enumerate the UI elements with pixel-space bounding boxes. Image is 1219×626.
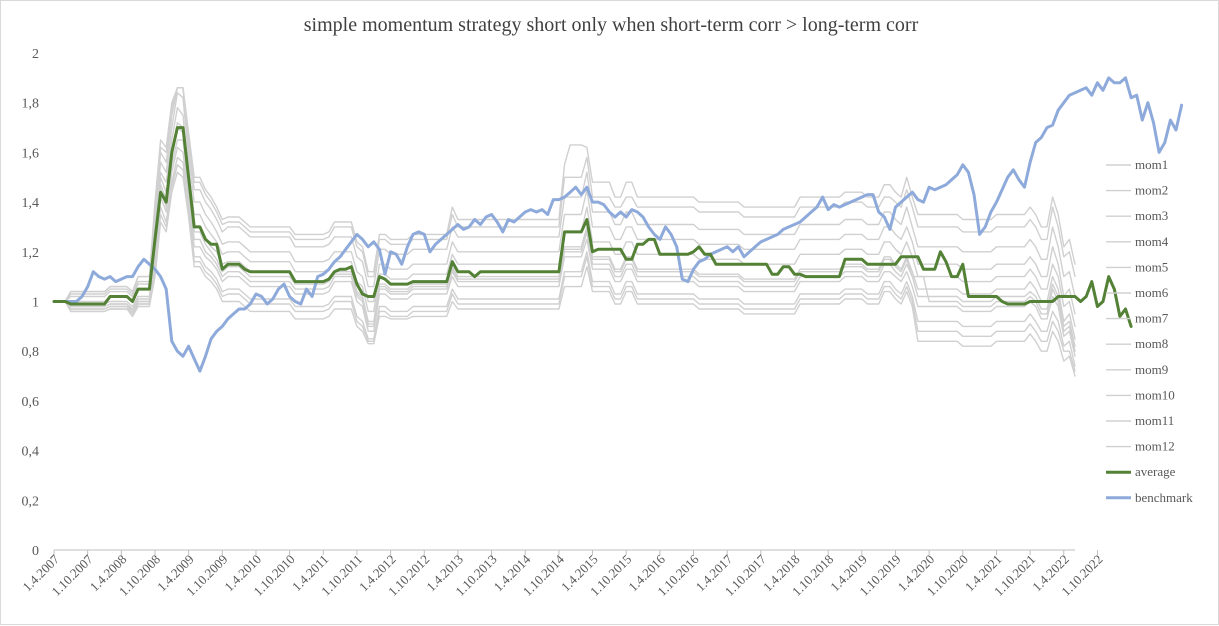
series-line-mom10 <box>53 156 1076 367</box>
y-tick-label: 0,4 <box>22 445 40 460</box>
legend-label-mom2: mom2 <box>1135 183 1168 198</box>
y-tick-label: 0,6 <box>22 395 40 410</box>
x-axis-labels: 1.4.20071.10.20071.4.20081.10.20081.4.20… <box>19 550 1106 599</box>
y-axis-labels: 0 0,2 0,4 0,6 0,8 1 1,2 1,4 1,6 1,8 2 <box>22 47 40 559</box>
series-line-mom12 <box>53 171 1076 377</box>
series-line-benchmark <box>52 76 1184 373</box>
legend-label-mom7: mom7 <box>1135 311 1169 326</box>
legend-label-benchmark: benchmark <box>1135 490 1193 505</box>
series-line-average <box>52 126 1133 328</box>
chart-title: simple momentum strategy short only when… <box>304 14 919 36</box>
legend-label-mom1: mom1 <box>1135 157 1168 172</box>
y-tick-label: 2 <box>32 47 39 62</box>
legend-label-mom9: mom9 <box>1135 362 1168 377</box>
legend-label-mom4: mom4 <box>1135 234 1169 249</box>
legend-label-mom10: mom10 <box>1135 387 1175 402</box>
y-tick-label: 0,8 <box>22 345 40 360</box>
legend-label-mom8: mom8 <box>1135 336 1168 351</box>
y-tick-label: 1,4 <box>22 196 40 211</box>
legend: mom1 mom2 mom3 mom4 mom5 mom6 mom7 mom8 mom9 mom1… <box>1106 157 1193 505</box>
y-tick-label: 0,2 <box>22 494 40 509</box>
series-line-mom3 <box>53 121 1076 340</box>
y-tick-label: 1,6 <box>22 146 40 161</box>
series-line-mom8 <box>53 87 1076 303</box>
y-tick-label: 1,2 <box>22 246 40 261</box>
series-line-mom6 <box>53 92 1076 315</box>
series-line-mom2 <box>53 146 1076 357</box>
y-tick-label: 1,8 <box>22 97 40 112</box>
legend-label-mom11: mom11 <box>1135 413 1174 428</box>
legend-label-mom12: mom12 <box>1135 439 1175 454</box>
series-line-mom9 <box>53 87 1076 303</box>
legend-label-mom6: mom6 <box>1135 285 1169 300</box>
series-line-mom7 <box>53 87 1076 303</box>
legend-label-mom3: mom3 <box>1135 208 1168 223</box>
series-lines <box>52 76 1184 377</box>
y-tick-label: 1 <box>32 296 39 311</box>
legend-label-average: average <box>1135 464 1176 479</box>
series-line-mom4 <box>53 126 1076 347</box>
legend-label-mom5: mom5 <box>1135 259 1168 274</box>
y-tick-label: 0 <box>32 544 39 559</box>
series-line-mom11 <box>53 164 1076 372</box>
